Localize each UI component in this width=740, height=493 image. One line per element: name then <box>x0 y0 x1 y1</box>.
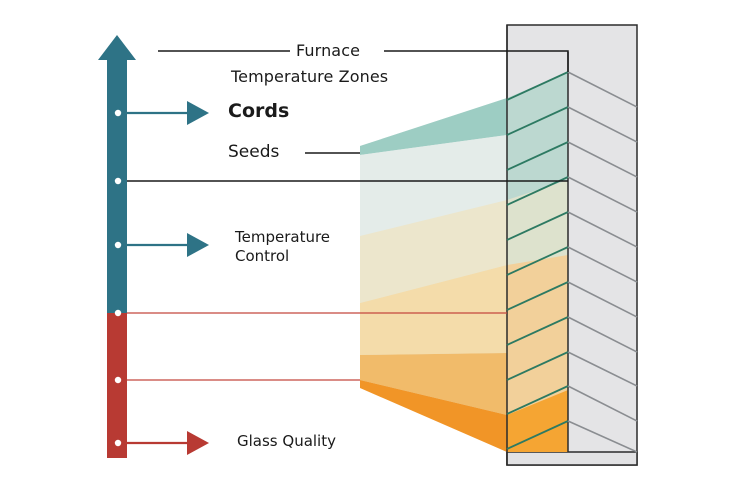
title-leader-line-right <box>384 50 569 72</box>
label-temperature-control-line2: Control <box>235 247 290 265</box>
diagram-title-line2: Temperature Zones <box>231 67 389 86</box>
arrow-right-icon <box>187 101 209 125</box>
arrow-right-icon <box>187 431 209 455</box>
wall-hatch-lines <box>567 71 638 453</box>
cords-arrow <box>118 101 209 125</box>
channel-hatch-lines <box>506 71 569 450</box>
furnace-base-strip <box>506 451 638 466</box>
marker-dot <box>114 309 122 317</box>
glass-quality-arrow <box>118 431 209 455</box>
axis-blue-segment <box>107 58 127 313</box>
marker-dot <box>114 439 122 447</box>
label-glass-quality: Glass Quality <box>237 432 336 450</box>
label-seeds: Seeds <box>228 142 280 162</box>
arrow-right-icon <box>187 233 209 257</box>
diagram-title-line1: Furnace <box>296 41 361 60</box>
marker-dot <box>114 177 122 185</box>
marker-dot <box>114 376 122 384</box>
axis-red-segment <box>107 313 127 458</box>
marker-dot <box>114 241 122 249</box>
glass-channel <box>507 72 568 452</box>
axis-arrowhead-icon <box>98 35 136 60</box>
label-temperature-control-line1: Temperature <box>235 228 331 246</box>
temperature-zone-fan <box>360 98 507 452</box>
label-cords: Cords <box>228 100 290 122</box>
marker-dot <box>114 109 122 117</box>
temperature-axis <box>98 35 136 458</box>
axis-markers <box>114 109 122 447</box>
temperature-control-arrow <box>118 233 209 257</box>
